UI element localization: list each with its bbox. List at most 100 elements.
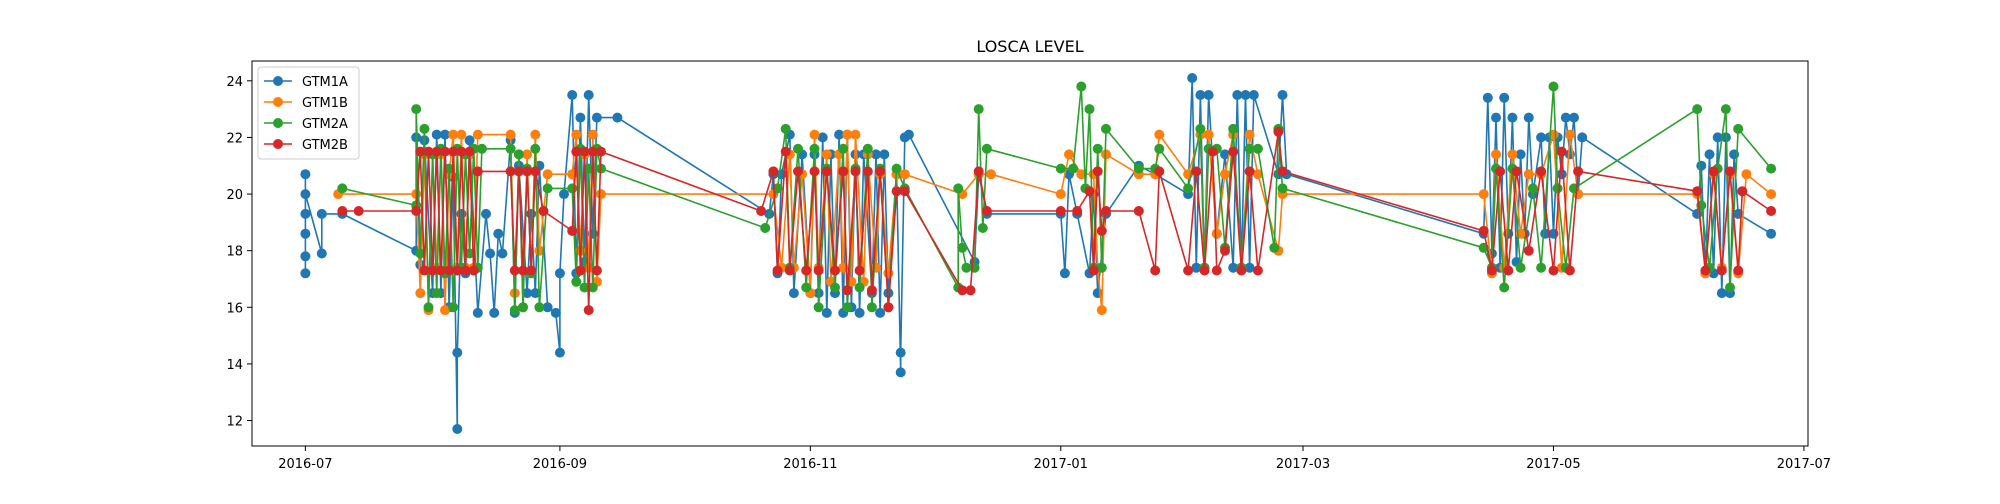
data-point xyxy=(538,206,549,216)
data-point xyxy=(957,285,968,296)
data-point xyxy=(1491,149,1501,160)
data-point xyxy=(1495,166,1506,177)
data-point xyxy=(1059,268,1070,279)
data-point xyxy=(1248,90,1259,100)
data-point xyxy=(522,288,533,299)
data-point xyxy=(1203,90,1214,100)
data-point xyxy=(505,129,516,140)
data-point xyxy=(452,265,463,276)
legend: GTM1A GTM1B GTM2A GTM2B xyxy=(257,66,360,160)
data-point xyxy=(821,307,832,318)
data-point xyxy=(485,248,496,259)
data-point xyxy=(1088,265,1099,276)
data-point xyxy=(973,166,984,177)
legend-marker xyxy=(273,97,283,107)
data-point xyxy=(505,143,516,154)
legend-marker xyxy=(273,76,283,86)
data-point xyxy=(1076,81,1087,92)
data-point xyxy=(423,302,434,313)
data-point xyxy=(1507,112,1518,123)
data-point xyxy=(1154,143,1165,154)
data-point xyxy=(1084,104,1095,115)
data-point xyxy=(1277,166,1288,177)
data-point xyxy=(1491,112,1501,123)
x-tick-label: 2016-11 xyxy=(783,457,837,472)
data-point xyxy=(337,183,348,194)
data-point xyxy=(1096,305,1107,316)
data-point xyxy=(472,129,483,140)
data-point xyxy=(1536,166,1547,177)
data-point xyxy=(1716,265,1727,276)
data-point xyxy=(788,288,799,299)
data-point xyxy=(842,302,853,313)
data-point xyxy=(415,288,426,299)
data-point xyxy=(1725,282,1735,293)
data-point xyxy=(518,302,528,313)
data-point xyxy=(809,166,820,177)
data-point xyxy=(1244,166,1255,177)
data-point xyxy=(793,143,803,154)
data-point xyxy=(571,276,582,287)
data-point xyxy=(1725,166,1735,177)
data-point xyxy=(1486,265,1497,276)
data-point xyxy=(801,265,812,276)
data-point xyxy=(1154,129,1165,140)
y-tick-label: 12 xyxy=(226,415,243,430)
data-point xyxy=(830,265,840,276)
data-point xyxy=(591,265,602,276)
data-point xyxy=(1092,143,1103,154)
data-point xyxy=(472,307,483,318)
data-point xyxy=(756,206,767,216)
data-point xyxy=(591,112,602,123)
data-point xyxy=(871,149,881,160)
data-point xyxy=(571,129,582,140)
data-point xyxy=(1700,265,1711,276)
data-point xyxy=(472,166,483,177)
data-point xyxy=(1220,245,1230,256)
data-point xyxy=(1187,73,1198,83)
data-point xyxy=(1499,92,1510,103)
data-point xyxy=(1076,169,1087,180)
data-point xyxy=(1055,189,1066,200)
data-point xyxy=(813,265,824,276)
data-point xyxy=(542,183,553,194)
data-point xyxy=(899,169,910,180)
data-point xyxy=(1277,183,1288,194)
data-point xyxy=(1203,129,1214,140)
data-point xyxy=(464,135,475,146)
data-point xyxy=(1556,146,1567,157)
data-point xyxy=(809,143,820,154)
legend-marker xyxy=(273,118,283,128)
data-point xyxy=(1564,265,1575,276)
data-point xyxy=(542,302,553,313)
data-point xyxy=(612,112,623,123)
data-point xyxy=(830,282,840,293)
data-point xyxy=(415,146,426,157)
data-point xyxy=(411,104,422,115)
data-point xyxy=(419,123,430,134)
data-point xyxy=(534,302,545,313)
x-tick-label: 2017-05 xyxy=(1526,457,1580,472)
data-point xyxy=(1523,169,1534,180)
data-point xyxy=(1523,245,1534,256)
data-point xyxy=(1211,265,1222,276)
data-point xyxy=(1564,129,1575,140)
data-point xyxy=(854,282,865,293)
data-point xyxy=(850,166,861,177)
data-point xyxy=(1220,169,1230,180)
data-point xyxy=(587,282,598,293)
plot-area xyxy=(300,73,1777,434)
x-tick-label: 2016-07 xyxy=(278,457,332,472)
data-point xyxy=(456,208,467,219)
data-point xyxy=(579,146,590,157)
data-point xyxy=(583,163,594,174)
data-point xyxy=(891,163,902,174)
data-point xyxy=(489,307,500,318)
data-point xyxy=(587,146,598,157)
data-point xyxy=(1692,104,1703,115)
data-point xyxy=(1133,163,1144,174)
legend-label: GTM1B xyxy=(302,96,348,111)
y-tick-label: 16 xyxy=(226,301,243,316)
x-tick-label: 2017-01 xyxy=(1034,457,1088,472)
